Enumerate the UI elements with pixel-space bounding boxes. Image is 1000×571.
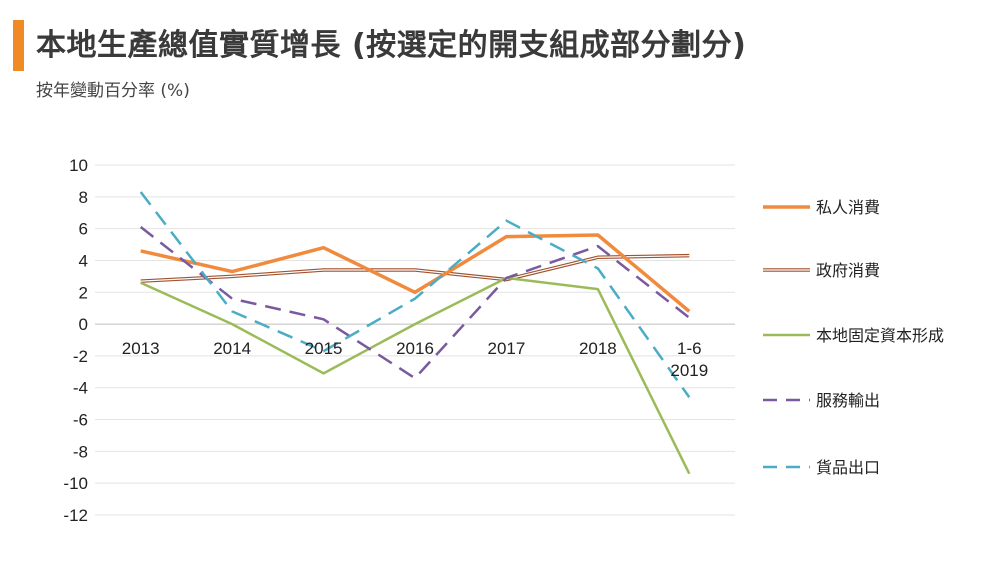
page-title: 本地生產總值實質增長 (按選定的開支組成部分劃分) <box>36 28 747 63</box>
y-tick-label: -10 <box>63 474 88 493</box>
legend-item: 貨品出口 <box>763 458 880 477</box>
y-tick-label: -8 <box>73 442 88 461</box>
page-subtitle: 按年變動百分率 (%) <box>36 81 190 101</box>
x-tick-label: 2018 <box>579 339 617 358</box>
grid-lines <box>95 164 735 516</box>
x-tick-label: 2017 <box>488 339 526 358</box>
y-tick-label: -4 <box>73 379 88 398</box>
x-tick-label: 2014 <box>213 339 251 358</box>
x-tick-label: 2016 <box>396 339 434 358</box>
series-line <box>140 276 691 475</box>
y-tick-label: 4 <box>79 251 88 270</box>
y-tick-label: 2 <box>79 283 88 302</box>
legend-label: 本地固定資本形成 <box>816 326 944 345</box>
legend-item: 服務輸出 <box>763 391 880 410</box>
legend-label: 服務輸出 <box>816 391 880 410</box>
x-axis-ticks: 2013 2014 2015 2016 2017 2018 1-6 2019 <box>122 339 708 380</box>
series-line <box>140 233 691 313</box>
series-line-inner <box>140 255 690 282</box>
x-tick-label: 2015 <box>305 339 343 358</box>
legend-label: 政府消費 <box>816 261 880 280</box>
legend-item: 政府消費 <box>763 261 880 280</box>
legend-item: 本地固定資本形成 <box>763 326 944 345</box>
y-tick-label: 0 <box>79 315 88 334</box>
x-tick-label: 2013 <box>122 339 160 358</box>
series-lines <box>139 191 691 475</box>
y-tick-label: 6 <box>79 220 88 239</box>
y-axis-ticks: 10 8 6 4 2 0 -2 -4 -6 -8 -10 -12 <box>63 156 88 525</box>
series-line <box>139 191 691 398</box>
y-tick-label: -12 <box>63 506 88 525</box>
y-tick-label: -6 <box>73 411 88 430</box>
y-tick-label: 10 <box>69 156 88 175</box>
title-accent-bar <box>13 20 24 71</box>
legend-item: 私人消費 <box>763 198 880 217</box>
series-line <box>139 226 691 380</box>
y-tick-label: 8 <box>79 188 88 207</box>
y-tick-label: -2 <box>73 347 88 366</box>
x-tick-label: 1-6 2019 <box>670 339 708 380</box>
legend-label: 私人消費 <box>816 198 880 217</box>
legend-label: 貨品出口 <box>816 458 880 477</box>
